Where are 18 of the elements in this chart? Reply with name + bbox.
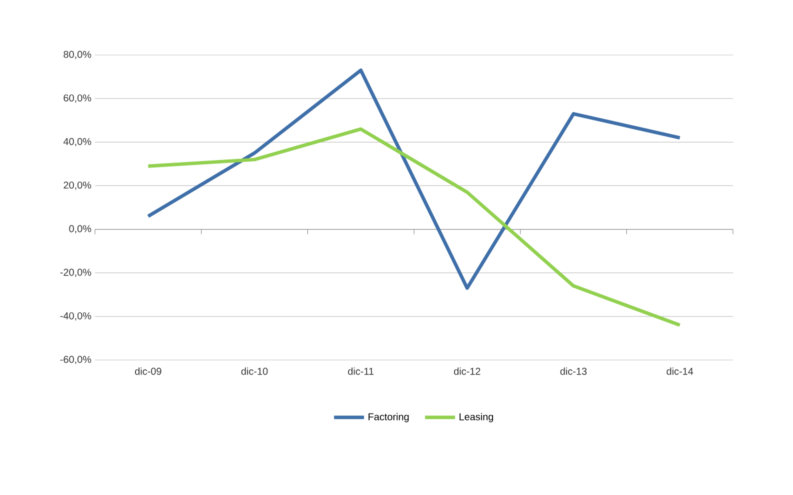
x-tick-label: dic-12 — [454, 368, 480, 375]
y-tick-label: 60,0% — [64, 94, 92, 103]
y-tick-label: 20,0% — [64, 182, 92, 190]
y-tick-label: -60,0% — [60, 356, 92, 364]
x-tick-label: dic-11 — [348, 368, 374, 375]
line-series — [146, 127, 682, 327]
x-tick-label: dic-14 — [666, 368, 694, 375]
y-tick-label: 40,0% — [63, 138, 92, 146]
y-tick-label: -40,0% — [60, 312, 92, 321]
x-tick-label: dic-10 — [241, 368, 268, 375]
line-series — [146, 68, 682, 290]
legend-label: Factoring — [368, 412, 409, 422]
y-tick-label: 0,0% — [69, 225, 92, 234]
legend-label: Leasing — [460, 412, 494, 422]
y-tick-label: 80,0% — [64, 50, 92, 60]
x-tick-label: dic-13 — [560, 368, 587, 375]
x-tick-label: dic-09 — [135, 368, 162, 375]
y-tick-label: -20,0% — [60, 268, 92, 277]
